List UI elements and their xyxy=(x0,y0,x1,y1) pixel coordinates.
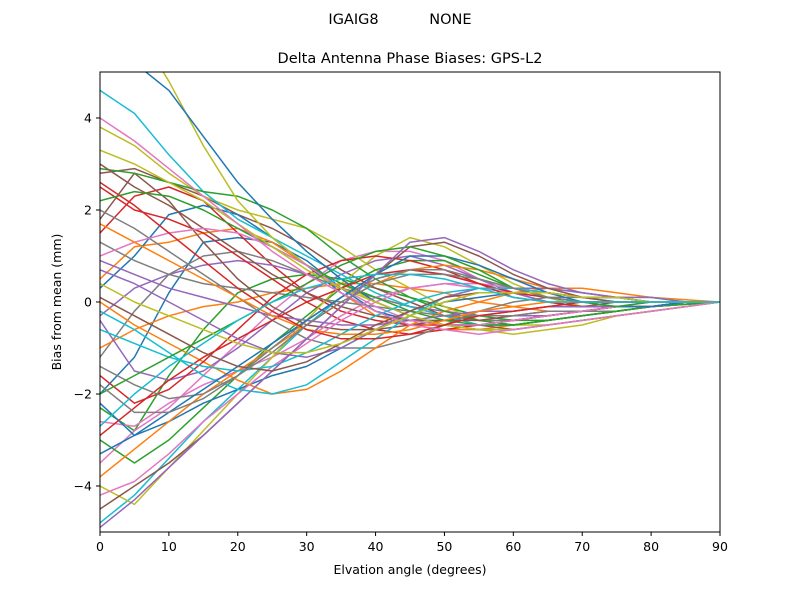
series-line-43 xyxy=(100,246,720,395)
y-axis-label: Bias from mean (mm) xyxy=(49,234,64,371)
x-tick-label: 80 xyxy=(643,539,659,554)
y-tick-label: −4 xyxy=(74,479,92,494)
y-axis: −4 −2 0 2 4 xyxy=(74,111,100,494)
x-tick-label: 10 xyxy=(161,539,177,554)
x-tick-label: 60 xyxy=(505,539,521,554)
x-tick-label: 30 xyxy=(299,539,315,554)
y-tick-label: 0 xyxy=(84,295,92,310)
figure-suptitle: IGAIG8 NONE xyxy=(328,12,471,28)
x-axis: 0 10 20 30 40 50 60 70 80 90 xyxy=(96,532,728,554)
x-tick-label: 70 xyxy=(574,539,590,554)
x-tick-label: 90 xyxy=(712,539,728,554)
y-tick-label: 4 xyxy=(84,111,92,126)
x-tick-label: 40 xyxy=(368,539,384,554)
series-line-49 xyxy=(100,282,720,354)
series-layer xyxy=(100,72,720,528)
x-tick-label: 20 xyxy=(230,539,246,554)
x-axis-label: Elvation angle (degrees) xyxy=(333,562,486,577)
series-line-47 xyxy=(100,117,720,335)
y-tick-label: −2 xyxy=(74,387,92,402)
y-tick-label: 2 xyxy=(84,203,92,218)
x-tick-label: 50 xyxy=(436,539,452,554)
series-line-50 xyxy=(100,273,720,427)
chart-title: Delta Antenna Phase Biases: GPS-L2 xyxy=(278,51,543,67)
x-tick-label: 0 xyxy=(96,539,104,554)
